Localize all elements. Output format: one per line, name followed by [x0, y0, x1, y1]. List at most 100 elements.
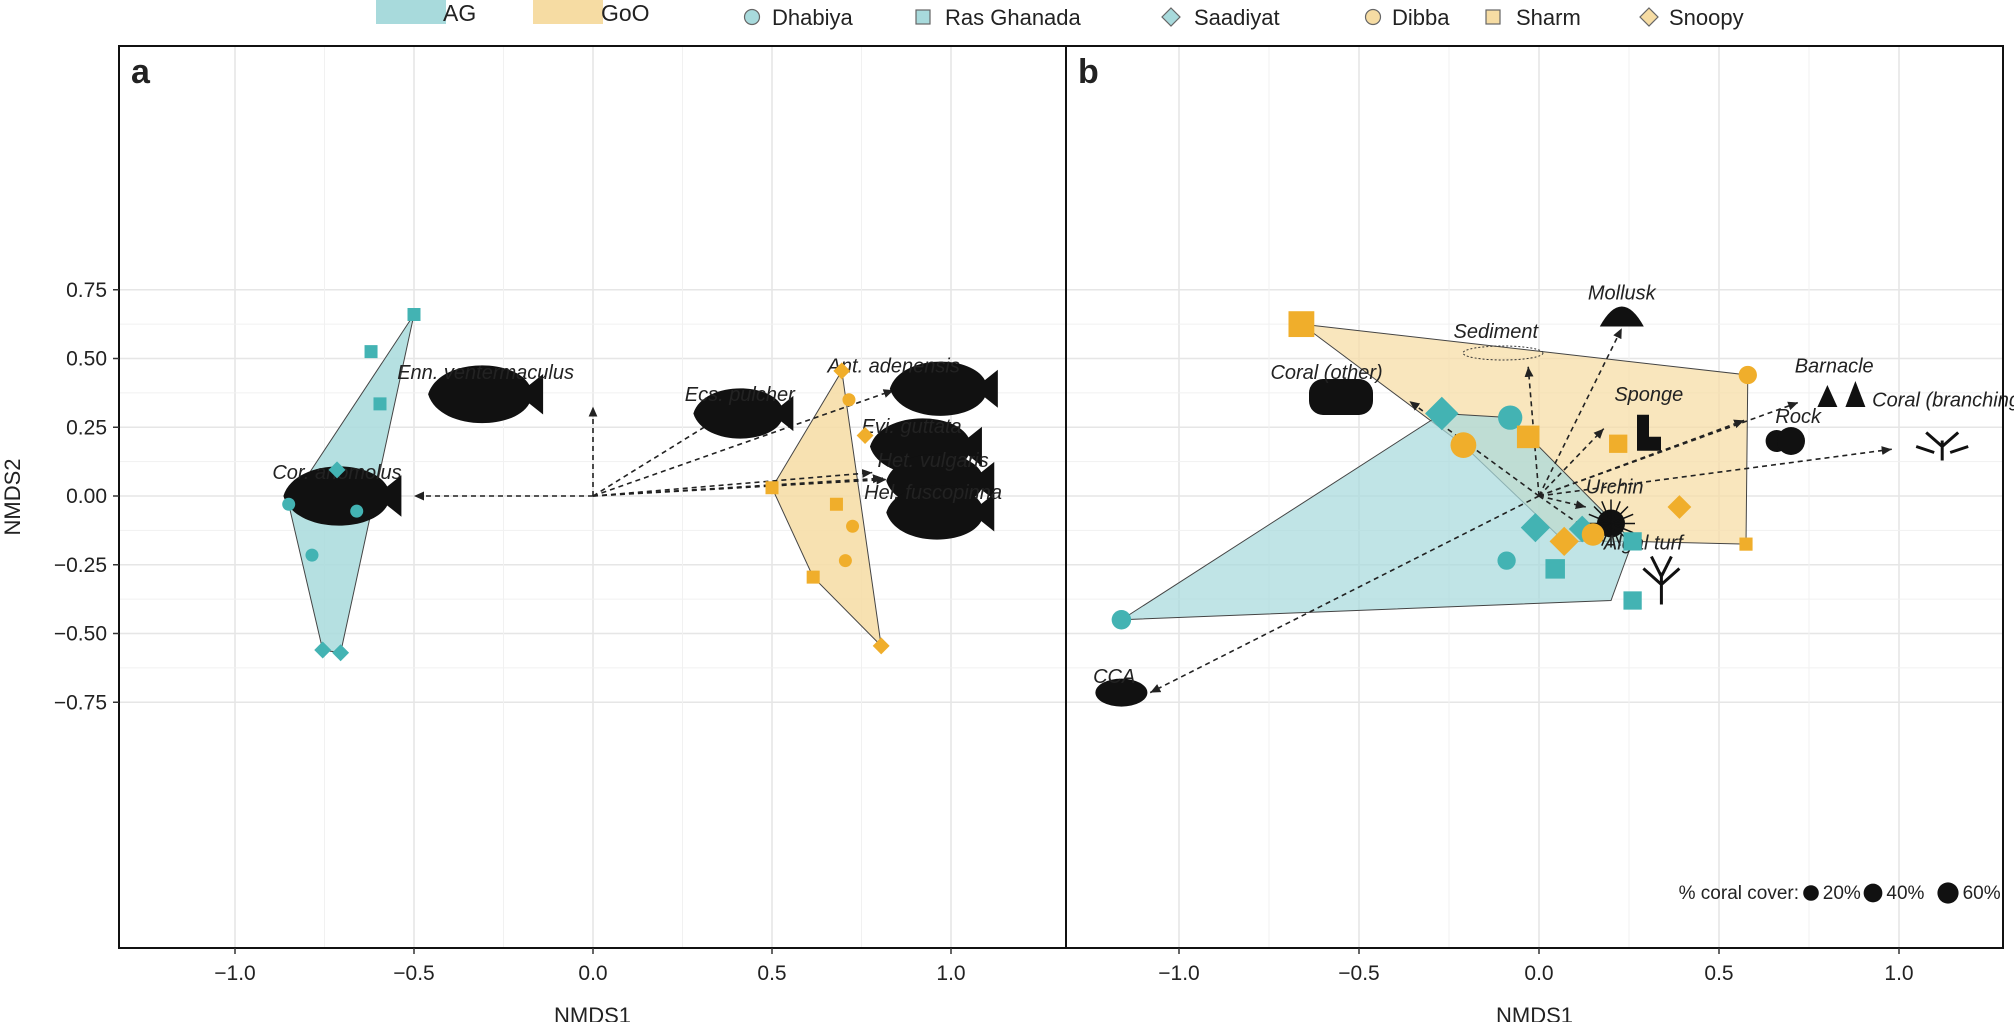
hel-fuscopinna-fish-icon — [886, 485, 995, 540]
vector-label-enn-ventermaculus: Enn. ventermaculus — [397, 362, 574, 384]
point-snoopy — [1667, 495, 1692, 519]
panel-b-border — [1065, 45, 2004, 949]
point-dibba — [842, 393, 856, 407]
size-legend-circle — [1863, 883, 1883, 903]
vector-cca — [1149, 495, 1540, 694]
cca-icon — [1095, 678, 1148, 707]
x-tick-label: 0.0 — [578, 962, 607, 985]
y-tick-label: 0.25 — [66, 416, 107, 439]
point-sharm — [829, 497, 843, 511]
point-ras-ghanada — [1623, 532, 1642, 551]
legend-diamond-icon-snoopy — [1639, 7, 1659, 27]
x-tick-label: −1.0 — [1158, 962, 1199, 985]
point-snoopy — [856, 427, 874, 444]
sediment-icon — [1462, 345, 1544, 361]
urchin-spine — [1601, 523, 1612, 546]
point-dibba — [1581, 523, 1605, 546]
point-sharm — [1516, 425, 1540, 449]
vector-label-coral-other: Coral (other) — [1270, 362, 1382, 384]
legend-label-goo: GoO — [601, 0, 650, 26]
ant-adenensis-fish-icon — [889, 361, 998, 416]
panel-a-x-axis-title: NMDS1 — [554, 1003, 631, 1022]
point-dhabiya — [282, 497, 296, 511]
point-saadiyat — [328, 461, 346, 479]
vector-label-cca: CCA — [1093, 666, 1135, 688]
point-sharm — [1609, 434, 1628, 453]
vector-label-ecs-pulcher: Ecs. pulcher — [685, 384, 796, 406]
vector-label-ant-adenensis: Ant. adenensis — [827, 355, 960, 377]
vector-label-sediment: Sediment — [1454, 321, 1540, 343]
point-dhabiya — [1497, 551, 1516, 570]
point-dibba — [838, 554, 852, 568]
x-tick-label: −0.5 — [1338, 962, 1379, 985]
point-ras-ghanada — [1623, 591, 1642, 610]
coral-cover-size-legend: % coral cover: 20% 40% 60% — [1679, 882, 2001, 904]
panel-b-points — [1111, 311, 1757, 630]
point-saadiyat — [314, 641, 332, 659]
point-saadiyat — [1425, 396, 1459, 431]
point-saadiyat — [332, 644, 350, 662]
y-tick-label: 0.75 — [66, 279, 107, 302]
coral-branching-icon — [1915, 431, 1969, 461]
point-dibba — [1738, 365, 1757, 385]
barnacle-icon — [1817, 381, 1866, 407]
point-ras-ghanada — [407, 308, 421, 321]
y-tick-label: −0.50 — [54, 623, 107, 646]
vector-ecs-pulcher — [592, 404, 741, 497]
vector-label-evi-guttata: Evi. guttata — [862, 416, 962, 438]
enn-ventermaculus-fish-icon — [428, 365, 544, 424]
point-sharm — [806, 570, 820, 584]
point-ras-ghanada — [364, 345, 378, 359]
legend-square-icon-sharm — [1485, 9, 1501, 25]
vector-mollusk — [1538, 327, 1623, 497]
legend-square-icon-ras-ghanada — [915, 9, 931, 25]
vector-urchin — [1538, 495, 1586, 510]
point-dhabiya — [1498, 405, 1523, 430]
x-tick-label: 0.5 — [1704, 962, 1733, 985]
legend-diamond-icon-saadiyat — [1161, 7, 1181, 27]
point-saadiyat — [1568, 515, 1596, 543]
legend-swatch-ag — [376, 0, 446, 24]
point-saadiyat — [1520, 512, 1551, 543]
size-legend-title: % coral cover: — [1679, 883, 1799, 904]
ecs-pulcher-fish-icon — [693, 388, 794, 439]
legend-circle-icon-dhabiya — [743, 8, 761, 26]
vector-ant-adenensis — [592, 389, 894, 497]
vector-sponge — [1538, 428, 1605, 497]
vector-label-barnacle: Barnacle — [1795, 355, 1874, 377]
point-dhabiya — [305, 548, 319, 562]
panel-a-vectors — [414, 389, 894, 501]
point-dhabiya — [1111, 610, 1132, 630]
legend-label-ag: AG — [443, 0, 476, 26]
urchin-spine — [1610, 505, 1629, 525]
vector-label-rock: Rock — [1775, 406, 1822, 428]
panel-b-silhouettes — [1095, 306, 1969, 707]
size-legend-circle — [1803, 885, 1819, 901]
legend-label-snoopy: Snoopy — [1669, 5, 1744, 30]
algal-turf-icon — [1642, 555, 1681, 605]
urchin-spine — [1610, 522, 1634, 534]
point-snoopy — [1549, 526, 1579, 557]
coral-other-icon — [1309, 379, 1373, 415]
panel-b: Mollusk Sediment Coral (other) Sponge Barnac… — [1065, 45, 2014, 1022]
size-legend-label: 20% — [1823, 883, 1861, 904]
vector-label-urchin: Urchin — [1586, 476, 1644, 498]
x-tick-label: 0.5 — [757, 962, 786, 985]
size-legend-label: 60% — [1963, 883, 2001, 904]
urchin-spine — [1601, 501, 1612, 524]
point-sharm — [765, 481, 779, 495]
point-dibba — [846, 519, 860, 533]
mollusk-icon — [1599, 306, 1644, 327]
sponge-icon — [1637, 414, 1661, 451]
y-tick-label: −0.75 — [54, 691, 107, 714]
size-legend-label: 40% — [1886, 883, 1924, 904]
vector-label-sponge: Sponge — [1614, 384, 1683, 406]
panel-a-y-axis-title: NMDS2 — [0, 458, 25, 535]
x-tick-label: 1.0 — [1884, 962, 1913, 985]
size-legend-circle — [1937, 882, 1959, 904]
vector-label-coral-branching: Coral (branching) — [1872, 390, 2014, 412]
x-tick-label: 1.0 — [936, 962, 965, 985]
vector-hel-fuscopinna — [592, 474, 884, 497]
